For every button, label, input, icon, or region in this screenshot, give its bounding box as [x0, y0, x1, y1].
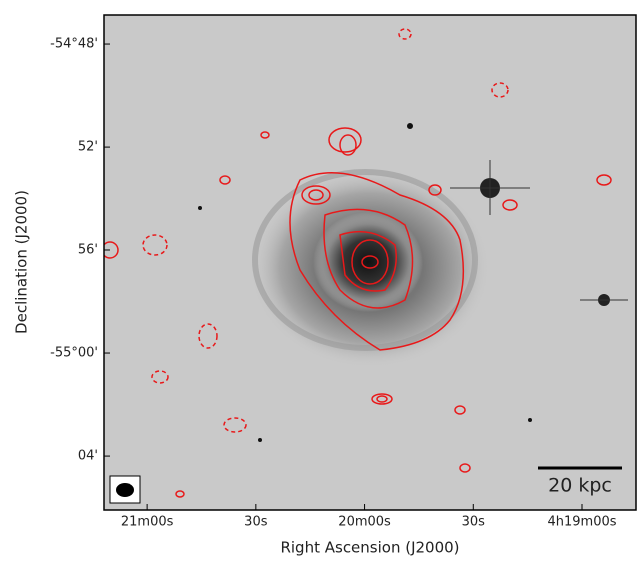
y-tick-label: -55°00': [50, 346, 98, 361]
y-tick-label: 04': [78, 449, 98, 464]
y-tick-label: 52': [78, 140, 98, 155]
x-tick-label: 20m00s: [338, 515, 391, 530]
y-axis-label: Declination (J2000): [13, 190, 31, 334]
x-axis-label: Right Ascension (J2000): [280, 539, 459, 557]
x-tick-label: 4h19m00s: [547, 515, 616, 530]
x-tick-label: 21m00s: [121, 515, 174, 530]
plot-frame: [103, 14, 637, 511]
y-tick-label: 56': [78, 242, 98, 257]
y-tick-label: -54°48': [50, 37, 98, 52]
contours: [104, 28, 612, 498]
x-tick-label: 30s: [244, 515, 268, 530]
sky-image: [104, 15, 636, 510]
x-tick-label: 30s: [462, 515, 486, 530]
scale-bar-label: 20 kpc: [548, 475, 612, 497]
